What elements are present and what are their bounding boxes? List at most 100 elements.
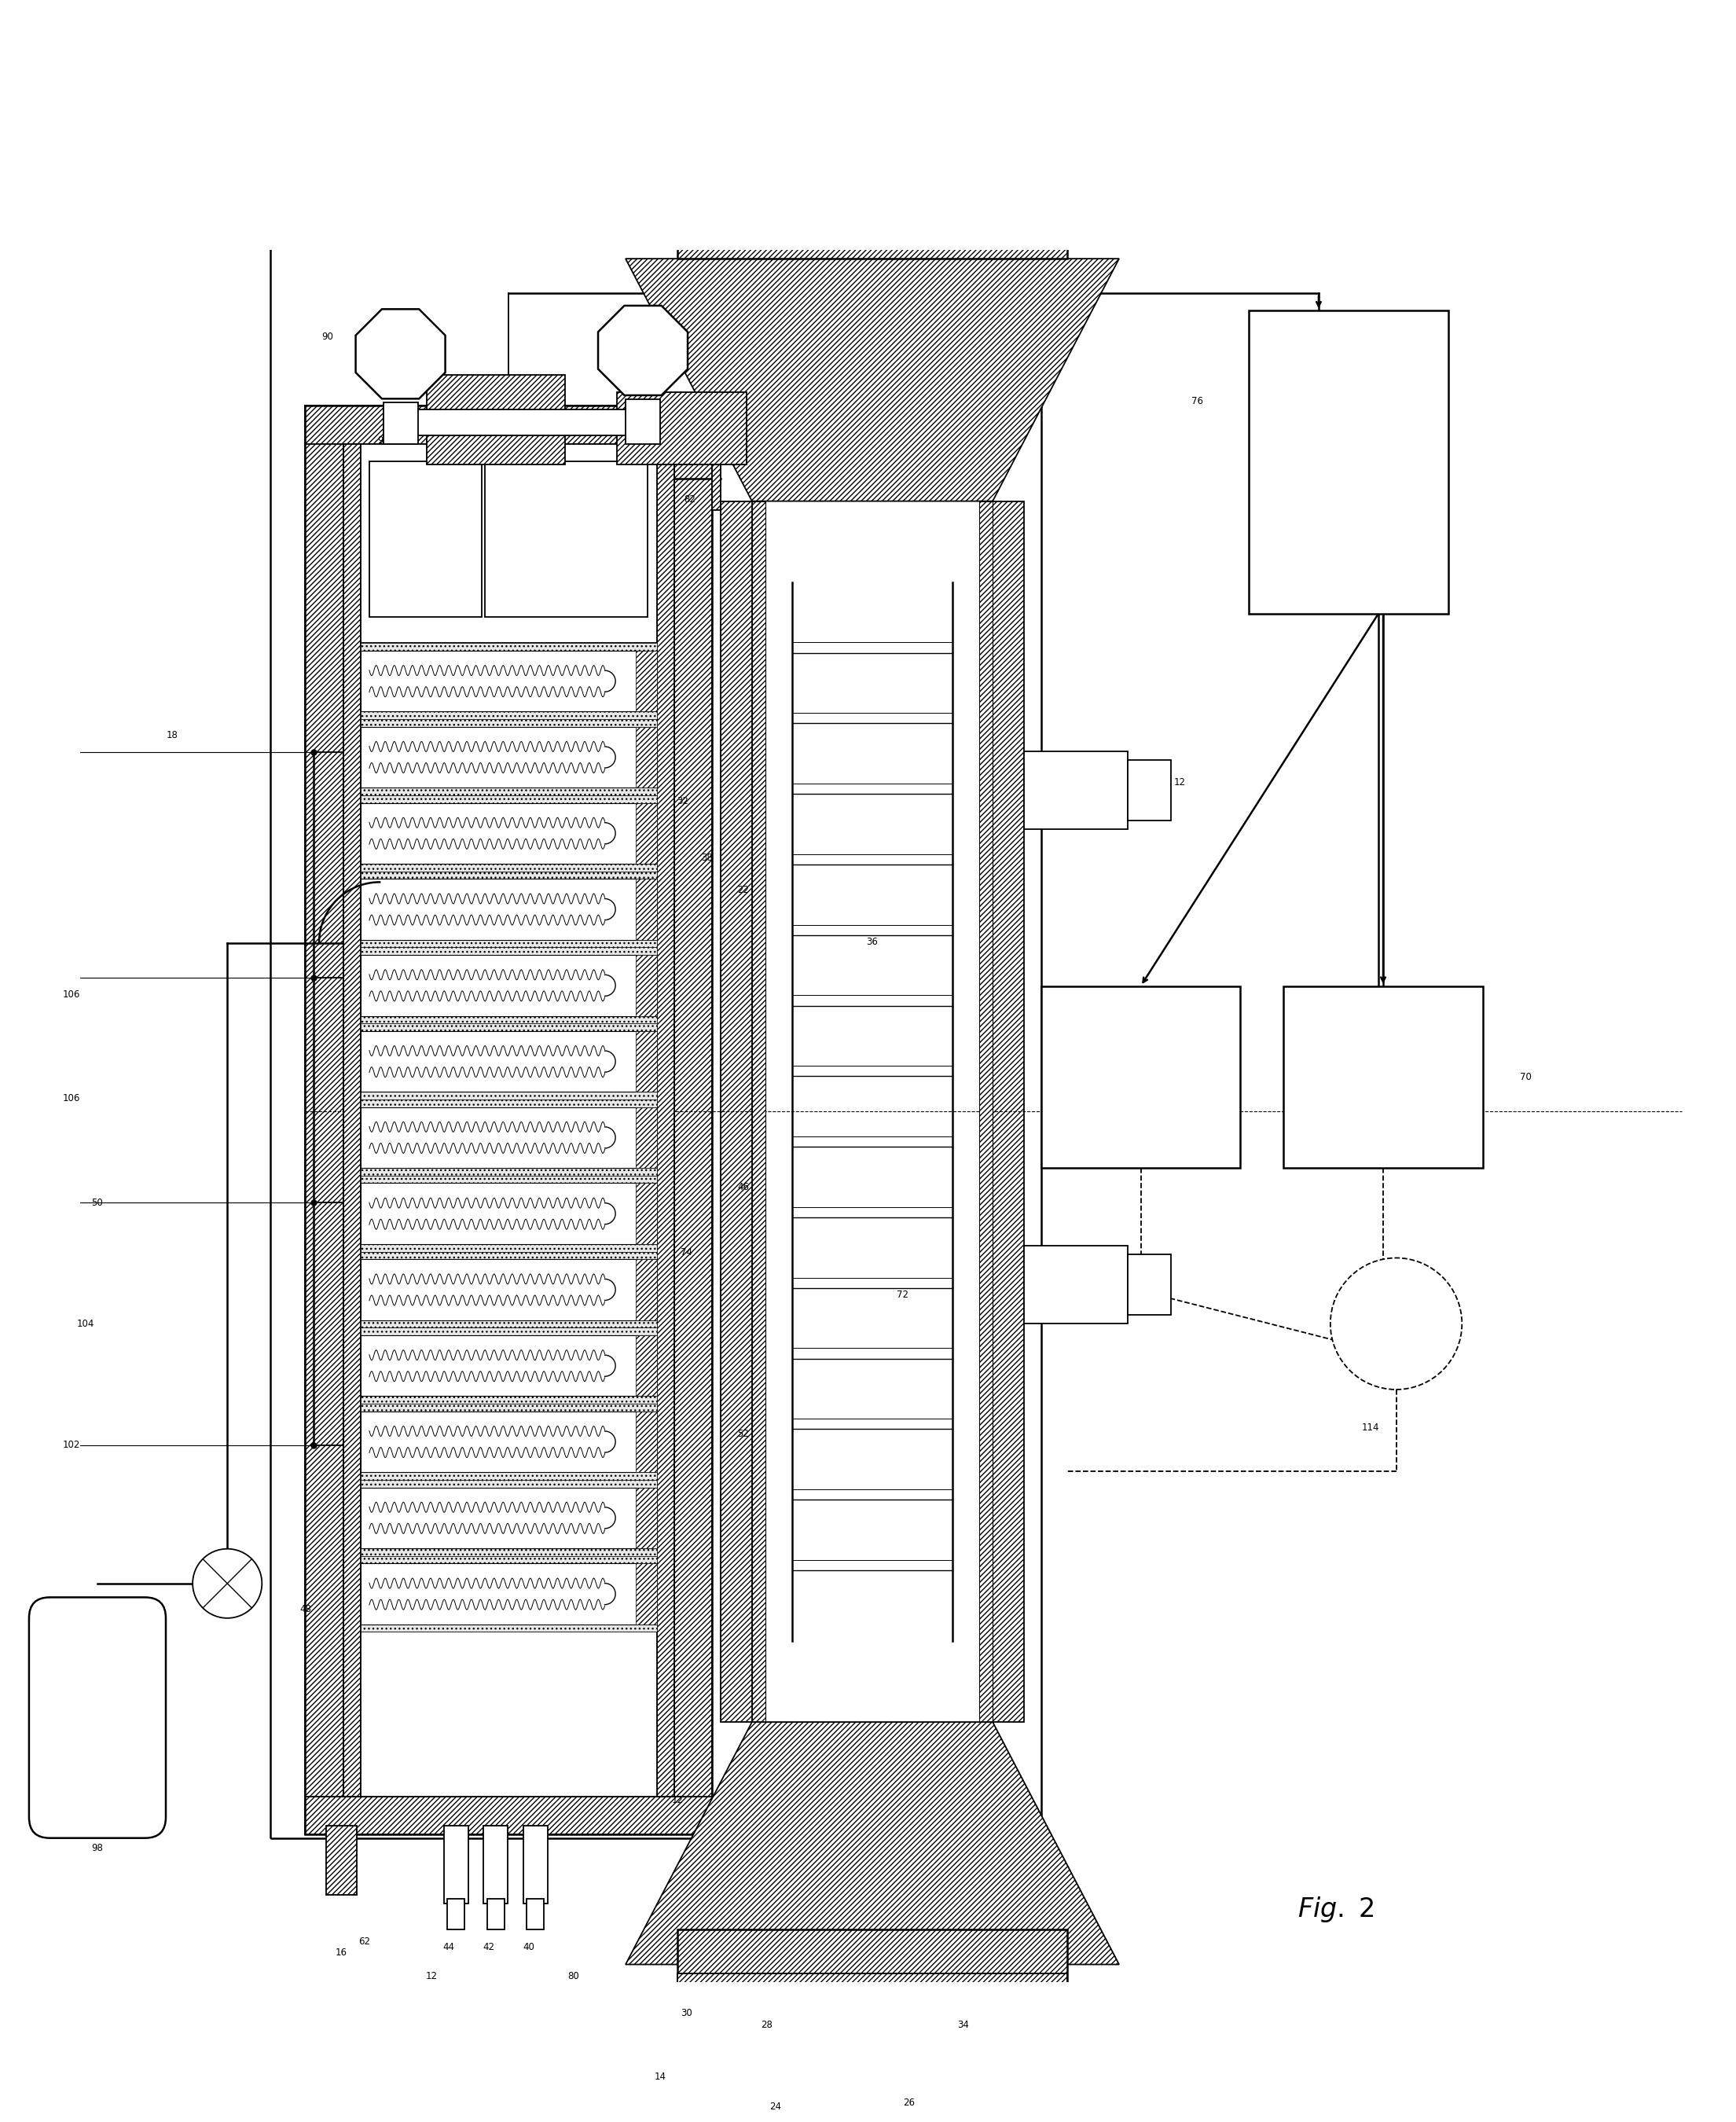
Bar: [361, 1108, 656, 1167]
Text: 56: 56: [450, 1691, 462, 1702]
Bar: [361, 1320, 656, 1328]
Bar: [361, 1184, 656, 1243]
Bar: [361, 1623, 656, 1632]
Bar: [677, 1929, 1068, 1982]
Bar: [361, 796, 656, 802]
Bar: [361, 1023, 656, 1031]
Bar: [993, 501, 1024, 1723]
Bar: [306, 405, 712, 443]
Bar: [1248, 310, 1448, 613]
Text: 44: 44: [443, 1942, 455, 1952]
Bar: [1024, 1246, 1128, 1324]
Text: 50: 50: [92, 1197, 102, 1207]
Text: 94: 94: [377, 435, 389, 446]
Text: 92: 92: [561, 535, 573, 545]
Bar: [361, 1335, 656, 1396]
Bar: [361, 1031, 656, 1093]
Bar: [887, 121, 963, 189]
Bar: [635, 1031, 656, 1093]
Text: 22: 22: [738, 885, 750, 895]
Text: POWER: POWER: [1326, 390, 1370, 401]
Bar: [635, 879, 656, 940]
Bar: [484, 460, 648, 618]
Text: PYROMETER: PYROMETER: [1109, 1099, 1172, 1110]
Text: 40: 40: [523, 1942, 535, 1952]
Bar: [488, 1899, 505, 1929]
FancyBboxPatch shape: [30, 1598, 167, 1838]
Bar: [361, 1167, 656, 1176]
Text: 92: 92: [604, 594, 616, 605]
Text: 52: 52: [738, 1428, 750, 1439]
Bar: [677, 216, 1068, 259]
Bar: [344, 443, 361, 1797]
Text: 104: 104: [76, 1318, 94, 1328]
Bar: [635, 1258, 656, 1320]
Text: 86: 86: [663, 473, 675, 484]
Bar: [384, 410, 660, 435]
Text: RADIATION: RADIATION: [1354, 1044, 1411, 1055]
Text: 102: 102: [62, 1441, 80, 1449]
Text: 98: 98: [92, 1844, 102, 1853]
Bar: [625, 399, 660, 443]
Bar: [306, 1797, 712, 1836]
Bar: [887, 1999, 963, 2077]
Text: 70: 70: [1521, 1072, 1531, 1082]
Text: 114: 114: [1361, 1422, 1378, 1432]
Bar: [361, 643, 656, 651]
Bar: [361, 1473, 656, 1479]
Bar: [427, 376, 564, 465]
Bar: [361, 719, 656, 728]
Bar: [674, 405, 712, 1836]
Text: PYROMETER: PYROMETER: [1351, 1099, 1415, 1110]
Polygon shape: [599, 306, 687, 395]
Bar: [361, 1243, 656, 1252]
Bar: [656, 443, 674, 1797]
Bar: [635, 1564, 656, 1623]
Text: He: He: [87, 1710, 108, 1725]
Bar: [361, 728, 656, 787]
Bar: [361, 651, 656, 711]
Bar: [635, 802, 656, 864]
Text: 56: 56: [420, 535, 432, 545]
Text: 26: 26: [903, 2099, 915, 2107]
Bar: [526, 1899, 543, 1929]
Text: SUPPLY: SUPPLY: [1326, 456, 1370, 467]
Text: TRANSMISSION: TRANSMISSION: [1101, 1044, 1180, 1055]
Bar: [361, 1549, 656, 1555]
Bar: [384, 403, 418, 443]
Bar: [766, 1999, 842, 2077]
Bar: [635, 955, 656, 1016]
Bar: [484, 1825, 509, 1903]
Bar: [361, 787, 656, 796]
Text: 56: 56: [443, 1691, 457, 1702]
Bar: [361, 1632, 656, 1797]
Text: 54: 54: [554, 1691, 564, 1702]
Text: 62: 62: [358, 1937, 370, 1948]
Text: 20: 20: [694, 1829, 707, 1840]
Text: 16: 16: [335, 1948, 347, 1956]
Bar: [635, 1108, 656, 1167]
Text: 54: 54: [547, 1691, 559, 1702]
Text: 30: 30: [681, 2007, 693, 2018]
Text: 18: 18: [167, 730, 177, 741]
Bar: [448, 1899, 465, 1929]
Bar: [635, 1488, 656, 1549]
Bar: [361, 1258, 656, 1320]
Bar: [306, 405, 344, 1836]
Circle shape: [1330, 1258, 1462, 1390]
Text: 88: 88: [646, 435, 658, 446]
Text: 38: 38: [701, 853, 713, 864]
Bar: [979, 501, 993, 1723]
Text: 32: 32: [677, 796, 689, 806]
Text: 14: 14: [654, 2071, 667, 2082]
Bar: [361, 1411, 656, 1473]
Text: 34: 34: [957, 2020, 969, 2031]
Polygon shape: [356, 310, 444, 399]
Bar: [361, 879, 656, 940]
Text: 48: 48: [299, 1604, 311, 1615]
Bar: [524, 1825, 547, 1903]
Bar: [1128, 1254, 1172, 1316]
Circle shape: [193, 1549, 262, 1619]
Text: 46: 46: [738, 1182, 750, 1193]
Bar: [635, 1411, 656, 1473]
